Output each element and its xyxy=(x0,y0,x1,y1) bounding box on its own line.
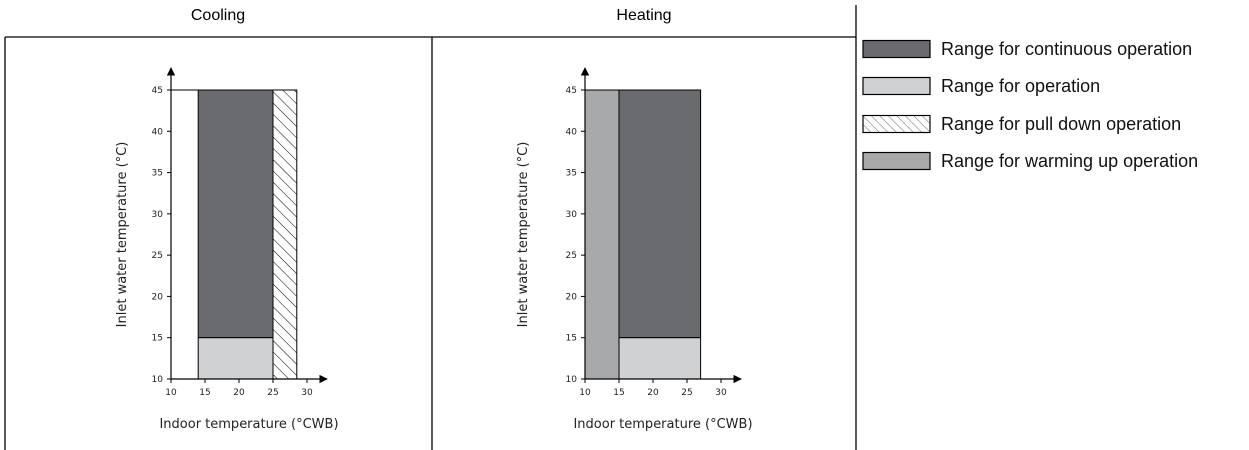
cooling-region-pulldown xyxy=(272,89,298,380)
heating-y-tick-label: 25 xyxy=(566,251,577,261)
legend-swatch-pulldown xyxy=(862,114,931,134)
cooling-chart: 10 15 20 25 30 10 15 20 25 30 35 40 45 Indoor tempera… xyxy=(115,67,339,432)
cooling-x-axis-label: Indoor temperature (°CWB) xyxy=(159,417,338,432)
heating-y-tick-label: 30 xyxy=(566,210,578,220)
heating-x-tick-label: 10 xyxy=(579,388,591,398)
heating-y-tick-label: 35 xyxy=(566,169,577,179)
heating-x-tick-label: 15 xyxy=(613,388,624,398)
heating-y-tick-label: 15 xyxy=(566,334,577,344)
heating-chart: 10 15 20 25 30 10 15 20 25 30 35 40 45 Indoor tempera… xyxy=(516,67,753,432)
cooling-y-tick-label: 25 xyxy=(152,251,163,261)
legend: Range for continuous operation Range for … xyxy=(862,39,1198,171)
cooling-x-tick-label: 30 xyxy=(301,388,313,398)
cooling-y-tick-label: 30 xyxy=(152,210,164,220)
heating-x-tick-label: 30 xyxy=(715,388,727,398)
legend-swatch-continuous xyxy=(862,39,931,59)
heating-region-continuous xyxy=(618,89,702,339)
heating-x-axis-label: Indoor temperature (°CWB) xyxy=(573,417,752,432)
cooling-x-tick-label: 15 xyxy=(199,388,210,398)
heating-y-axis-label: Inlet water temperature (°C) xyxy=(516,142,531,328)
heating-region-operation xyxy=(618,337,702,380)
legend-label-warming: Range for warming up operation xyxy=(941,151,1198,171)
heating-x-tick-label: 25 xyxy=(681,388,692,398)
cooling-x-tick-label: 25 xyxy=(267,388,278,398)
table-frame xyxy=(4,5,857,450)
cooling-region-continuous xyxy=(197,89,274,339)
cooling-y-axis-label: Inlet water temperature (°C) xyxy=(115,142,130,328)
heating-region-warming xyxy=(584,89,620,380)
cooling-region-operation xyxy=(197,337,274,380)
heating-y-tick-label: 45 xyxy=(566,86,577,96)
legend-swatch-operation xyxy=(862,76,931,96)
cooling-y-tick-label: 40 xyxy=(152,127,164,137)
cooling-y-tick-label: 15 xyxy=(152,334,163,344)
panel-title-heating: Heating xyxy=(616,7,671,24)
legend-label-continuous: Range for continuous operation xyxy=(941,39,1192,59)
panel-title-cooling: Cooling xyxy=(191,7,245,24)
legend-swatch-warming xyxy=(862,151,931,171)
legend-label-pulldown: Range for pull down operation xyxy=(941,114,1181,134)
heating-y-tick-label: 10 xyxy=(566,375,578,385)
cooling-x-tick-label: 10 xyxy=(165,388,177,398)
cooling-y-tick-label: 10 xyxy=(152,375,164,385)
heating-y-tick-label: 40 xyxy=(566,127,578,137)
heating-y-tick-label: 20 xyxy=(566,292,578,302)
cooling-y-tick-label: 45 xyxy=(152,86,163,96)
cooling-y-tick-label: 35 xyxy=(152,169,163,179)
legend-label-operation: Range for operation xyxy=(941,76,1100,96)
cooling-y-tick-label: 20 xyxy=(152,292,164,302)
cooling-x-tick-label: 20 xyxy=(233,388,245,398)
heating-x-tick-label: 20 xyxy=(647,388,659,398)
